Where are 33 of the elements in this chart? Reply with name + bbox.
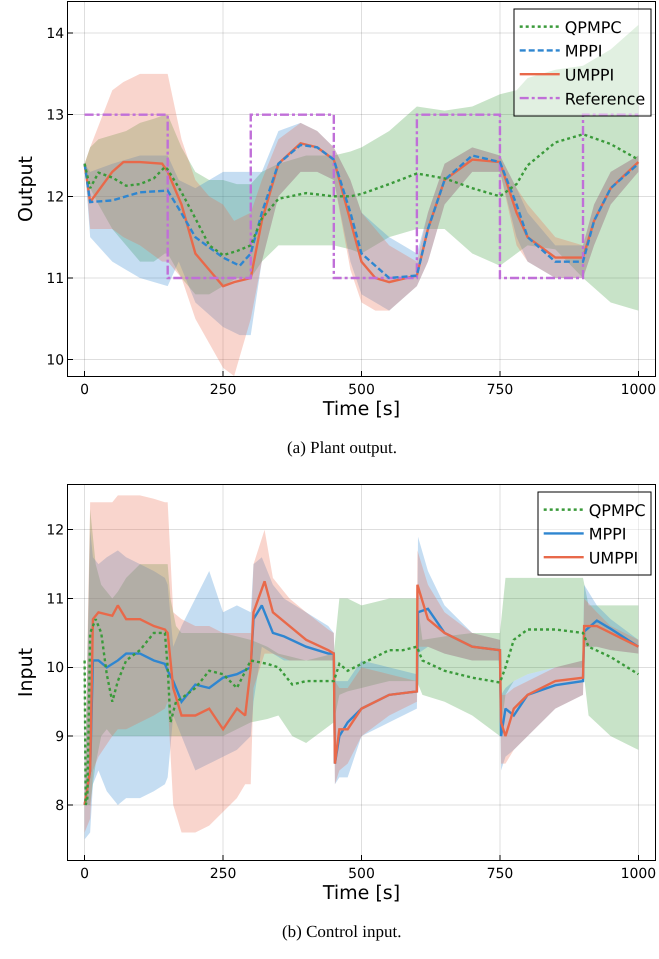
legend-label: QPMPC bbox=[564, 18, 622, 37]
y-tick-label: 11 bbox=[46, 591, 64, 608]
legend-label: QPMPC bbox=[588, 500, 646, 520]
legend-label: MPPI bbox=[564, 42, 603, 61]
x-axis-title: Time [s] bbox=[322, 882, 400, 904]
y-axis-title: Output bbox=[15, 156, 38, 222]
x-tick-label: 750 bbox=[486, 866, 514, 882]
y-tick-label: 14 bbox=[46, 26, 64, 42]
y-tick-label: 10 bbox=[46, 660, 64, 676]
legend-label: UMPPI bbox=[564, 65, 614, 84]
text: (a) Plant output. bbox=[287, 438, 398, 457]
x-tick-label: 750 bbox=[486, 382, 514, 398]
legend-label: UMPPI bbox=[588, 548, 638, 568]
x-tick-label: 0 bbox=[80, 866, 90, 882]
legend-label: MPPI bbox=[588, 524, 627, 544]
x-axis-title: Time [s] bbox=[322, 398, 400, 420]
text: (b) Control input. bbox=[282, 922, 402, 941]
x-tick-label: 500 bbox=[348, 866, 375, 882]
y-tick-label: 9 bbox=[55, 729, 64, 746]
x-tick-label: 250 bbox=[210, 382, 236, 398]
y-tick-label: 11 bbox=[46, 270, 64, 287]
legend-label: Reference bbox=[564, 89, 646, 108]
y-tick-label: 12 bbox=[46, 189, 64, 206]
y-tick-label: 13 bbox=[46, 108, 64, 124]
y-tick-label: 8 bbox=[55, 798, 64, 814]
x-tick-label: 0 bbox=[80, 382, 90, 398]
y-tick-label: 12 bbox=[46, 522, 64, 539]
x-tick-label: 500 bbox=[348, 382, 375, 398]
y-axis-title: Input bbox=[15, 648, 38, 698]
y-tick-label: 10 bbox=[46, 352, 64, 369]
x-tick-label: 1000 bbox=[620, 866, 656, 882]
x-tick-label: 250 bbox=[210, 866, 236, 882]
x-tick-label: 1000 bbox=[620, 382, 656, 398]
